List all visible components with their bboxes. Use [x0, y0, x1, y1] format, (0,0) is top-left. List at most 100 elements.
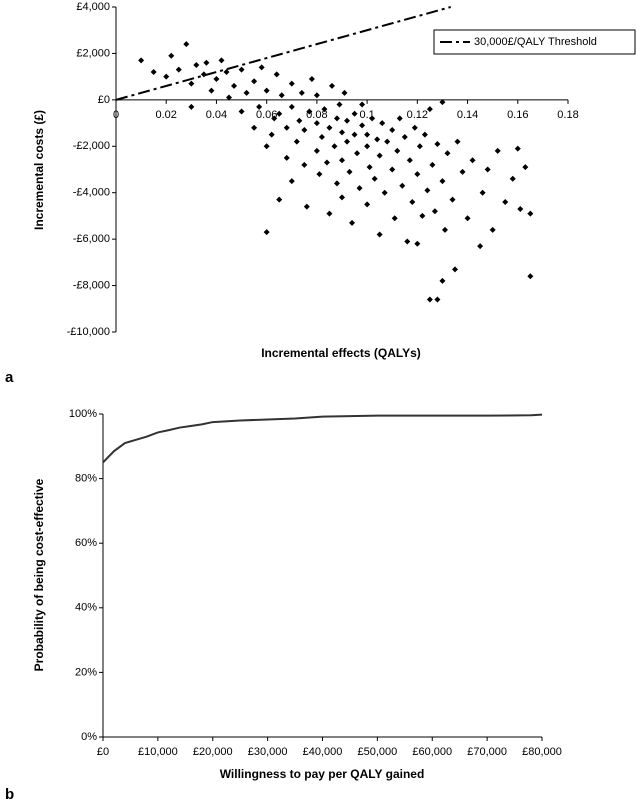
scatter-point [356, 185, 363, 192]
scatter-point [414, 171, 421, 178]
scatter-point [396, 115, 403, 122]
y-tick-label: -£10,000 [67, 326, 110, 338]
scatter-point [502, 199, 509, 205]
scatter-point [208, 87, 215, 94]
scatter-point [459, 168, 466, 175]
scatter-point [384, 138, 391, 145]
scatter-point [424, 187, 431, 194]
y-tick-label: -£2,000 [73, 140, 110, 152]
scatter-point [426, 296, 433, 303]
scatter-point [346, 168, 353, 175]
scatter-point [376, 231, 383, 238]
scatter-point [394, 147, 401, 154]
scatter-point [359, 122, 366, 129]
scatter-point [278, 92, 285, 99]
y-tick-label: 100% [69, 408, 97, 420]
scatter-point [514, 145, 521, 152]
scatter-point [527, 210, 534, 217]
x-tick-label: 0.14 [457, 109, 478, 121]
y-tick-label: -£4,000 [73, 187, 110, 199]
x-tick-label: £50,000 [357, 746, 397, 758]
scatter-point [431, 208, 438, 215]
threshold-line [115, 6, 451, 101]
scatter-point [256, 103, 263, 110]
scatter-point [364, 131, 371, 138]
panel-label: a [5, 369, 14, 386]
scatter-point [168, 52, 175, 59]
scatter-point [409, 199, 416, 205]
x-tick-label: £40,000 [303, 746, 343, 758]
scatter-point [364, 143, 371, 150]
legend-label: 30,000£/QALY Threshold [474, 36, 597, 48]
scatter-point [374, 136, 381, 143]
x-axis-title: Incremental effects (QALYs) [261, 346, 421, 360]
scatter-point [522, 164, 529, 171]
x-tick-label: 0.16 [507, 109, 528, 121]
scatter-point [477, 243, 484, 250]
scatter-point [406, 157, 413, 164]
scatter-point [364, 201, 371, 208]
scatter-point [218, 57, 225, 64]
scatter-point [308, 75, 315, 82]
scatter-point [251, 124, 258, 131]
scatter-point [391, 215, 398, 222]
panel-label: b [5, 786, 14, 801]
scatter-point [354, 150, 361, 157]
scatter-point [326, 210, 333, 217]
scatter-point [263, 229, 270, 236]
scatter-point [339, 194, 345, 201]
scatter-point [464, 215, 471, 222]
scatter-point [323, 159, 330, 166]
scatter-point [288, 80, 295, 87]
scatter-point [376, 152, 383, 159]
scatter-point [271, 115, 278, 122]
y-tick-label: £2,000 [76, 47, 110, 59]
scatter-point [389, 166, 396, 173]
scatter-point [150, 69, 157, 75]
scatter-point [258, 64, 265, 71]
scatter-point [226, 94, 232, 101]
y-axis-title: Incremental costs (£) [32, 110, 46, 230]
scatter-point [527, 273, 534, 280]
scatter-point [251, 78, 258, 85]
scatter-point [163, 73, 170, 80]
scatter-point [188, 103, 195, 110]
scatter-point [426, 106, 433, 113]
y-tick-label: -£6,000 [73, 233, 110, 245]
scatter-point [203, 59, 210, 66]
x-tick-label: £0 [97, 746, 109, 758]
x-tick-label: 0 [113, 109, 119, 121]
scatter-point [223, 69, 230, 75]
scatter-point [318, 134, 325, 140]
scatter-point [193, 62, 200, 69]
scatter-point [283, 124, 290, 131]
x-axis-title: Willingness to pay per QALY gained [220, 767, 425, 781]
scatter-point [449, 196, 456, 203]
scatter-point [371, 175, 378, 182]
x-tick-label: 0.18 [557, 109, 578, 121]
scatter-point [419, 212, 426, 219]
x-tick-label: 0.02 [156, 109, 177, 121]
scatter-point [268, 131, 275, 138]
scatter-point [439, 178, 446, 185]
y-tick-label: -£8,000 [73, 279, 110, 291]
y-tick-label: 40% [75, 602, 97, 614]
scatter-point [344, 117, 351, 124]
scatter-point [331, 143, 338, 150]
scatter-point [411, 124, 418, 131]
scatter-point [283, 154, 290, 161]
scatter-point [183, 41, 190, 48]
scatter-point [404, 238, 411, 245]
scatter-point [351, 131, 358, 138]
scatter-point [298, 89, 305, 96]
y-tick-label: 0% [81, 731, 97, 743]
scatter-point [439, 277, 446, 284]
scatter-point [401, 134, 408, 140]
scatter-point [301, 127, 308, 134]
scatter-point [339, 157, 345, 164]
scatter-point [359, 101, 366, 108]
scatter-point [333, 115, 340, 122]
scatter-point [336, 101, 343, 108]
scatter-point [509, 175, 516, 182]
